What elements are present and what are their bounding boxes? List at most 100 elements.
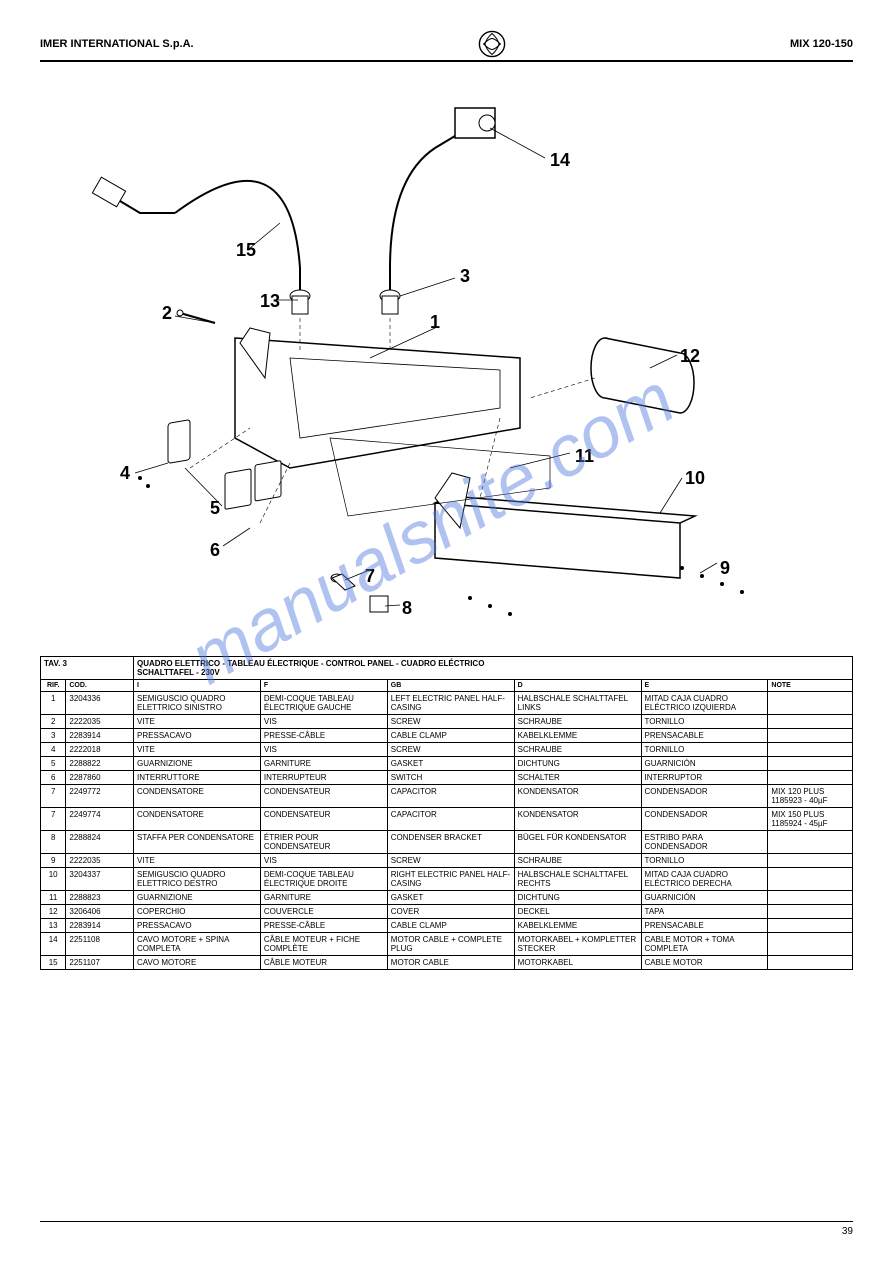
brand-logo-icon xyxy=(478,30,506,58)
table-row: 32283914PRESSACAVOPRESSE-CÂBLECABLE CLAM… xyxy=(41,729,853,743)
cell-note xyxy=(768,729,853,743)
cell-d: KONDENSATOR xyxy=(514,785,641,808)
cell-note xyxy=(768,757,853,771)
cell-note xyxy=(768,743,853,757)
cell-d: KABELKLEMME xyxy=(514,919,641,933)
callout-3: 3 xyxy=(460,266,470,287)
callout-8: 8 xyxy=(402,598,412,619)
cell-gb: CABLE CLAMP xyxy=(387,729,514,743)
cell-gb: SWITCH xyxy=(387,771,514,785)
cell-note xyxy=(768,854,853,868)
table-row: 52288822GUARNIZIONEGARNITUREGASKETDICHTU… xyxy=(41,757,853,771)
cell-cod: 2251107 xyxy=(66,956,134,970)
cell-note xyxy=(768,831,853,854)
cell-cod: 2222035 xyxy=(66,854,134,868)
col-header: COD. xyxy=(66,680,134,692)
cell-gb: COVER xyxy=(387,905,514,919)
col-header: D xyxy=(514,680,641,692)
cell-cod: 3206406 xyxy=(66,905,134,919)
cell-d: KABELKLEMME xyxy=(514,729,641,743)
cell-rif: 8 xyxy=(41,831,66,854)
cell-cod: 2288823 xyxy=(66,891,134,905)
cell-f: INTERRUPTEUR xyxy=(260,771,387,785)
cell-e: GUARNICIÓN xyxy=(641,891,768,905)
table-row: 72249774CONDENSATORECONDENSATEURCAPACITO… xyxy=(41,808,853,831)
cell-f: GARNITURE xyxy=(260,891,387,905)
cell-cod: 2222035 xyxy=(66,715,134,729)
table-row: 13204336SEMIGUSCIO QUADRO ELETTRICO SINI… xyxy=(41,692,853,715)
company-name: IMER INTERNATIONAL S.p.A. xyxy=(40,38,194,50)
cell-e: PRENSACABLE xyxy=(641,919,768,933)
cell-gb: CAPACITOR xyxy=(387,808,514,831)
cell-cod: 3204337 xyxy=(66,868,134,891)
table-row: 103204337SEMIGUSCIO QUADRO ELETTRICO DES… xyxy=(41,868,853,891)
cell-rif: 4 xyxy=(41,743,66,757)
cell-rif: 7 xyxy=(41,785,66,808)
cell-gb: CONDENSER BRACKET xyxy=(387,831,514,854)
cell-rif: 6 xyxy=(41,771,66,785)
col-header: E xyxy=(641,680,768,692)
cell-note xyxy=(768,692,853,715)
table-row: 112288823GUARNIZIONEGARNITUREGASKETDICHT… xyxy=(41,891,853,905)
cell-cod: 2288822 xyxy=(66,757,134,771)
table-title-row: TAV. 3 QUADRO ELETTRICO - TABLEAU ÉLECTR… xyxy=(41,657,853,680)
col-header: NOTE xyxy=(768,680,853,692)
cell-d: MOTORKABEL + KOMPLETTER STECKER xyxy=(514,933,641,956)
cell-f: COUVERCLE xyxy=(260,905,387,919)
cell-f: PRESSE-CÂBLE xyxy=(260,919,387,933)
cell-f: ÉTRIER POUR CONDENSATEUR xyxy=(260,831,387,854)
callout-7: 7 xyxy=(365,566,375,587)
cell-i: CAVO MOTORE + SPINA COMPLETA xyxy=(134,933,261,956)
cell-d: HALBSCHALE SCHALTTAFEL RECHTS xyxy=(514,868,641,891)
col-header: RIF. xyxy=(41,680,66,692)
cell-cod: 2249774 xyxy=(66,808,134,831)
cell-gb: MOTOR CABLE + COMPLETE PLUG xyxy=(387,933,514,956)
cell-e: MITAD CAJA CUADRO ELÉCTRICO DERECHA xyxy=(641,868,768,891)
cell-f: CONDENSATEUR xyxy=(260,785,387,808)
callout-1: 1 xyxy=(430,312,440,333)
page-footer: 39 xyxy=(40,1221,853,1237)
cell-e: INTERRUPTOR xyxy=(641,771,768,785)
cell-e: TAPA xyxy=(641,905,768,919)
cell-i: CONDENSATORE xyxy=(134,808,261,831)
cell-cod: 2251108 xyxy=(66,933,134,956)
col-header: I xyxy=(134,680,261,692)
cell-e: CONDENSADOR xyxy=(641,808,768,831)
cell-f: CÂBLE MOTEUR + FICHE COMPLÈTE xyxy=(260,933,387,956)
cell-i: VITE xyxy=(134,743,261,757)
table-row: 82288824STAFFA PER CONDENSATOREÉTRIER PO… xyxy=(41,831,853,854)
col-header: GB xyxy=(387,680,514,692)
callout-5: 5 xyxy=(210,498,220,519)
cell-i: INTERRUTTORE xyxy=(134,771,261,785)
callout-9: 9 xyxy=(720,558,730,579)
cell-cod: 2283914 xyxy=(66,729,134,743)
table-row: 123206406COPERCHIOCOUVERCLECOVERDECKELTA… xyxy=(41,905,853,919)
cell-d: BÜGEL FÜR KONDENSATOR xyxy=(514,831,641,854)
parts-table-wrapper: TAV. 3 QUADRO ELETTRICO - TABLEAU ÉLECTR… xyxy=(40,656,853,970)
cell-f: PRESSE-CÂBLE xyxy=(260,729,387,743)
cell-note xyxy=(768,905,853,919)
cell-note xyxy=(768,919,853,933)
callout-10: 10 xyxy=(685,468,705,489)
callout-14: 14 xyxy=(550,150,570,171)
callout-6: 6 xyxy=(210,540,220,561)
cell-gb: LEFT ELECTRIC PANEL HALF-CASING xyxy=(387,692,514,715)
cell-f: DEMI-COQUE TABLEAU ÉLECTRIQUE DROITE xyxy=(260,868,387,891)
cell-cod: 2249772 xyxy=(66,785,134,808)
table-row: 72249772CONDENSATORECONDENSATEURCAPACITO… xyxy=(41,785,853,808)
cell-gb: MOTOR CABLE xyxy=(387,956,514,970)
page-number: 39 xyxy=(842,1226,853,1237)
cell-i: VITE xyxy=(134,715,261,729)
cell-i: STAFFA PER CONDENSATORE xyxy=(134,831,261,854)
cell-e: GUARNICIÓN xyxy=(641,757,768,771)
cell-rif: 15 xyxy=(41,956,66,970)
cell-cod: 2283914 xyxy=(66,919,134,933)
cell-d: DECKEL xyxy=(514,905,641,919)
cell-gb: RIGHT ELECTRIC PANEL HALF-CASING xyxy=(387,868,514,891)
cell-note xyxy=(768,771,853,785)
cell-rif: 14 xyxy=(41,933,66,956)
cell-d: DICHTUNG xyxy=(514,757,641,771)
cell-e: PRENSACABLE xyxy=(641,729,768,743)
cell-f: CONDENSATEUR xyxy=(260,808,387,831)
cell-e: CABLE MOTOR xyxy=(641,956,768,970)
